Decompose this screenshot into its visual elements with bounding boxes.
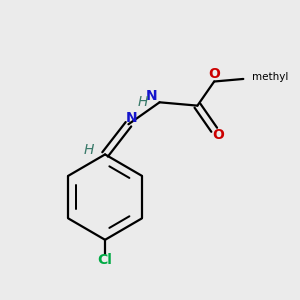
Text: O: O	[213, 128, 224, 142]
Text: H: H	[84, 143, 94, 157]
Text: N: N	[146, 89, 157, 103]
Text: H: H	[137, 95, 148, 109]
Text: N: N	[126, 111, 138, 125]
Text: Cl: Cl	[98, 254, 112, 267]
Text: O: O	[208, 67, 220, 81]
Text: methyl: methyl	[252, 73, 288, 82]
